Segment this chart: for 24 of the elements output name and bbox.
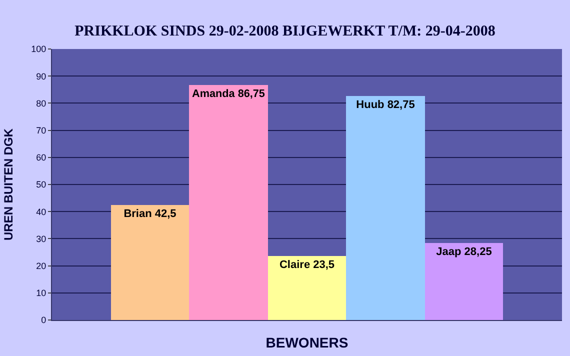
bar — [268, 256, 346, 320]
y-tick-label: 0 — [41, 315, 46, 326]
bar — [189, 85, 268, 320]
y-tick-label: 30 — [36, 234, 46, 244]
y-tick-label: 60 — [36, 152, 46, 163]
y-tick-label: 40 — [36, 206, 46, 217]
y-tick-label: 70 — [36, 125, 46, 136]
data-label: Huub 82,75 — [356, 99, 415, 111]
y-tick-label: 20 — [36, 260, 46, 271]
data-label: Jaap 28,25 — [436, 246, 492, 258]
y-tick-label: 80 — [36, 98, 46, 108]
bar — [111, 205, 189, 320]
y-tick-label: 90 — [36, 71, 46, 82]
data-label: Amanda 86,75 — [192, 88, 265, 100]
bar — [346, 96, 425, 320]
chart-title: PRIKKLOK SINDS 29-02-2008 BIJGEWERKT T/M: 29-04-2008 — [74, 23, 496, 40]
data-label: Claire 23,5 — [279, 259, 335, 271]
y-tick-label: 100 — [31, 44, 46, 54]
data-label: Brian 42,5 — [124, 208, 176, 220]
x-axis-title: BEWONERS — [266, 334, 348, 351]
y-tick-label: 10 — [36, 288, 46, 298]
y-axis-title: UREN BUITEN DGK — [1, 128, 16, 241]
y-tick-label: 50 — [36, 180, 46, 190]
bar — [425, 243, 503, 320]
